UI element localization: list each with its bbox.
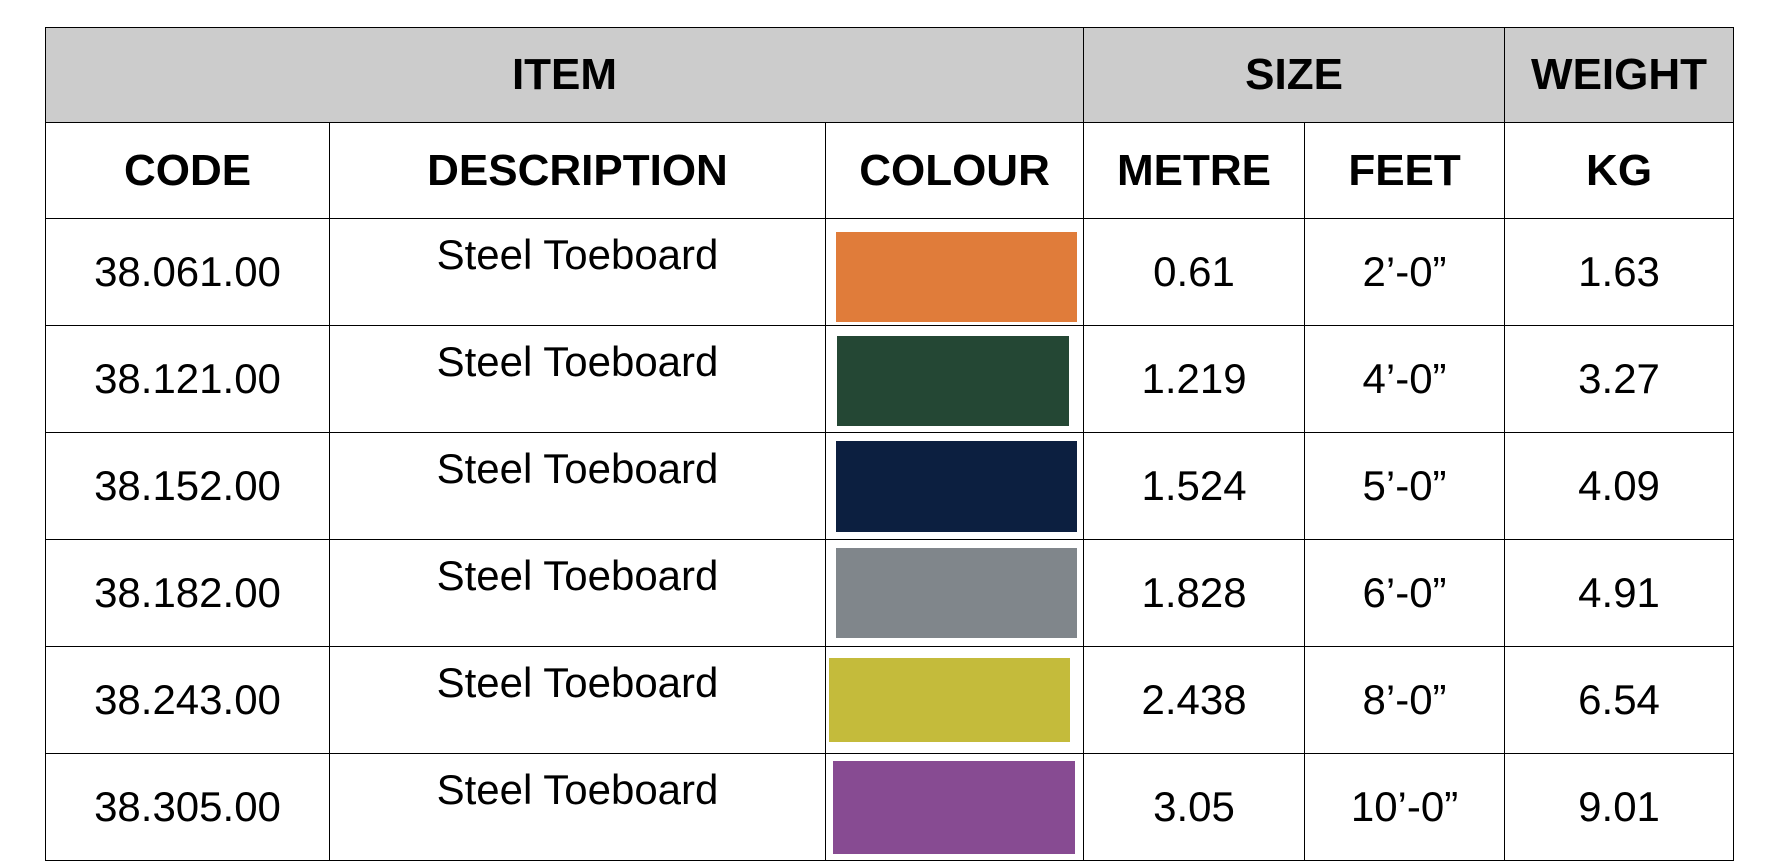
feet-cell: 6’-0” (1304, 539, 1506, 647)
header-kg: KG (1504, 122, 1735, 219)
description-cell: Steel Toeboard (329, 218, 826, 326)
feet-cell: 2’-0” (1304, 218, 1506, 326)
code-cell: 38.152.00 (45, 432, 330, 540)
code-cell: 38.121.00 (45, 325, 330, 433)
column-header-row: CODE DESCRIPTION COLOUR METRE FEET KG (45, 122, 1735, 219)
colour-swatch (829, 658, 1071, 742)
colour-cell (824, 753, 1085, 861)
metre-cell: 0.61 (1083, 218, 1306, 326)
header-description: DESCRIPTION (329, 122, 826, 219)
header-feet: FEET (1304, 122, 1506, 219)
feet-cell: 4’-0” (1304, 325, 1506, 433)
header-weight: WEIGHT (1504, 27, 1735, 123)
group-header-row: ITEM SIZE WEIGHT (44, 27, 1735, 123)
code-cell: 38.182.00 (45, 539, 330, 647)
kg-cell: 3.27 (1504, 325, 1735, 433)
metre-cell: 1.524 (1083, 432, 1306, 540)
code-cell: 38.061.00 (45, 218, 330, 326)
feet-cell: 5’-0” (1304, 432, 1506, 540)
metre-cell: 1.219 (1083, 325, 1306, 433)
colour-swatch (836, 441, 1078, 532)
header-metre: METRE (1083, 122, 1306, 219)
colour-cell (824, 432, 1085, 540)
description-cell: Steel Toeboard (329, 539, 826, 647)
toeboard-spec-table: ITEM SIZE WEIGHT CODE DESCRIPTION COLOUR… (44, 27, 1735, 861)
kg-cell: 1.63 (1504, 218, 1735, 326)
header-code: CODE (45, 122, 330, 219)
code-cell: 38.243.00 (45, 646, 330, 754)
colour-cell (824, 539, 1085, 647)
table-row: 38.152.00 Steel Toeboard 1.524 5’-0” 4.0… (45, 432, 1735, 540)
feet-cell: 8’-0” (1304, 646, 1506, 754)
table-row: 38.121.00 Steel Toeboard 1.219 4’-0” 3.2… (45, 325, 1735, 433)
colour-cell (824, 646, 1085, 754)
description-cell: Steel Toeboard (329, 646, 826, 754)
metre-cell: 3.05 (1083, 753, 1306, 861)
colour-cell (824, 218, 1085, 326)
kg-cell: 4.91 (1504, 539, 1735, 647)
colour-cell (824, 325, 1085, 433)
table-row: 38.182.00 Steel Toeboard 1.828 6’-0” 4.9… (45, 539, 1735, 647)
header-size: SIZE (1083, 27, 1506, 123)
colour-swatch (833, 761, 1076, 854)
feet-cell: 10’-0” (1304, 753, 1506, 861)
metre-cell: 1.828 (1083, 539, 1306, 647)
colour-swatch (836, 232, 1078, 322)
description-cell: Steel Toeboard (329, 753, 826, 861)
table-row: 38.061.00 Steel Toeboard 0.61 2’-0” 1.63 (45, 218, 1735, 326)
code-cell: 38.305.00 (45, 753, 330, 861)
table-row: 38.243.00 Steel Toeboard 2.438 8’-0” 6.5… (45, 646, 1735, 754)
colour-swatch (837, 336, 1070, 426)
kg-cell: 4.09 (1504, 432, 1735, 540)
table-row: 38.305.00 Steel Toeboard 3.05 10’-0” 9.0… (45, 753, 1735, 861)
header-colour: COLOUR (824, 122, 1085, 219)
header-item: ITEM (44, 27, 1085, 123)
description-cell: Steel Toeboard (329, 432, 826, 540)
kg-cell: 9.01 (1504, 753, 1735, 861)
description-cell: Steel Toeboard (329, 325, 826, 433)
metre-cell: 2.438 (1083, 646, 1306, 754)
colour-swatch (836, 548, 1078, 638)
kg-cell: 6.54 (1504, 646, 1735, 754)
